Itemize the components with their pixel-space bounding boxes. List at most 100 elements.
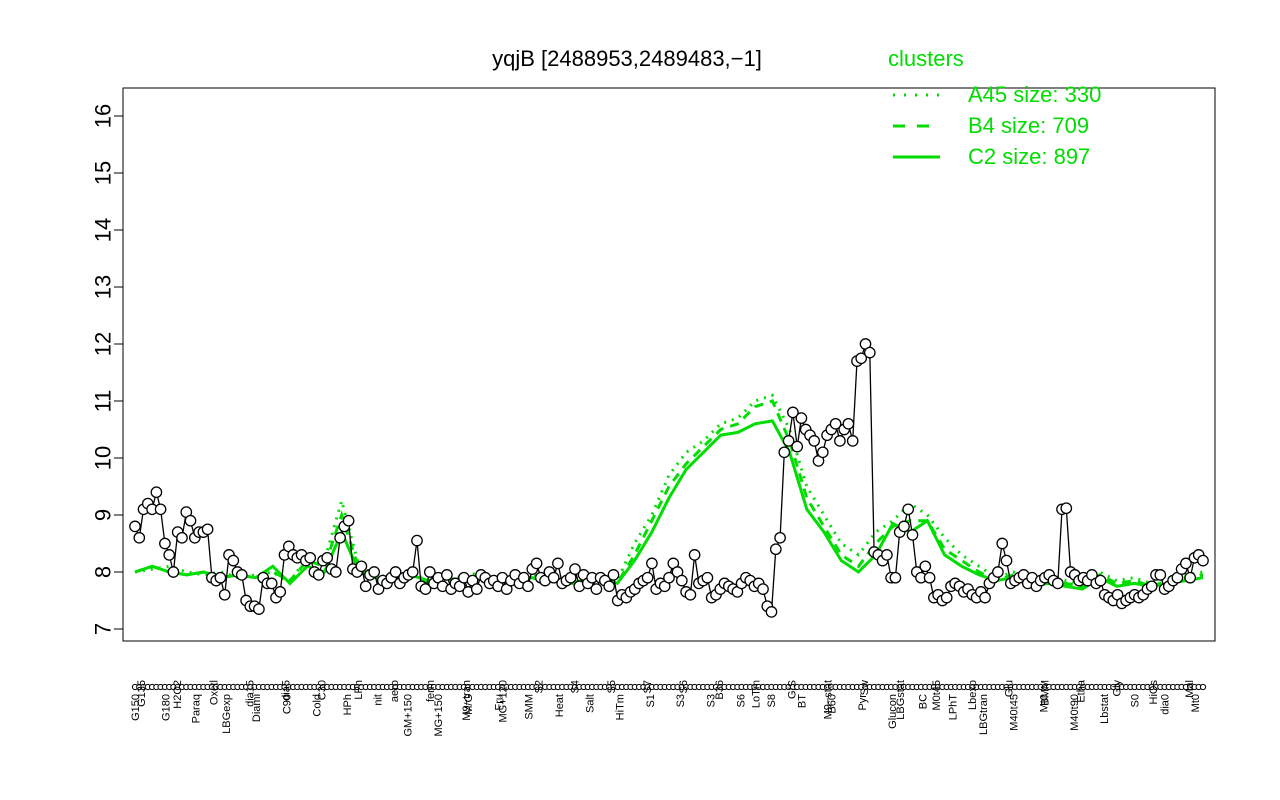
data-point <box>389 566 402 578</box>
x-label: dia5 <box>281 680 293 701</box>
x-label: S6 <box>678 680 690 693</box>
data-point <box>133 531 146 544</box>
x-label: dia15 <box>244 680 256 707</box>
x-label: SMM <box>524 694 536 720</box>
x-label: Salt <box>584 694 596 713</box>
chart-title: yqjB [2488953,2489483,−1] <box>492 46 762 71</box>
data-point <box>406 566 419 578</box>
x-label: M9−stat <box>823 680 835 719</box>
x-label: LPhT <box>948 694 960 721</box>
data-point <box>342 514 355 527</box>
data-point <box>855 352 868 365</box>
x-label: H2O2 <box>172 680 184 709</box>
data-point <box>795 412 808 424</box>
data-point <box>214 571 227 584</box>
x-marker <box>1199 683 1207 691</box>
x-label: Paraq <box>191 694 203 723</box>
y-tick-label: 15 <box>91 161 116 185</box>
x-label: Pyr <box>857 694 869 711</box>
x-label: Lbstat <box>1099 694 1111 724</box>
x-label: Diami <box>251 694 263 722</box>
data-point <box>898 520 910 533</box>
plot-border <box>122 87 1216 642</box>
x-label: Cold <box>312 694 324 717</box>
data-point <box>1060 502 1073 515</box>
x-label: Glu <box>1003 680 1015 697</box>
data-point <box>441 569 453 581</box>
data-point <box>1154 569 1167 581</box>
data-point <box>675 574 688 587</box>
data-point <box>829 417 842 430</box>
x-label: S6 <box>736 694 748 707</box>
x-label: LBGtran <box>978 694 990 735</box>
data-point <box>1145 580 1158 593</box>
data-point <box>552 557 564 570</box>
x-label: Mal <box>1184 680 1196 698</box>
x-label: M0t45 <box>931 680 943 711</box>
x-label: Sw <box>859 680 871 695</box>
x-label: LPh <box>353 680 365 700</box>
y-tick-label: 13 <box>91 275 116 299</box>
data-point <box>684 588 697 601</box>
data-point <box>787 406 799 419</box>
data-point <box>150 486 163 499</box>
data-point <box>769 543 782 556</box>
x-label: ferm <box>425 680 437 702</box>
data-point <box>368 566 381 578</box>
x-label: Mt0 <box>1039 694 1051 712</box>
data-point <box>218 588 231 601</box>
x-label: S1 <box>645 694 657 707</box>
data-point <box>334 531 346 544</box>
legend-label-a45: A45 size: 330 <box>968 82 1101 107</box>
legend-label-c2: C2 size: 897 <box>968 144 1090 169</box>
data-point <box>863 346 876 359</box>
x-label: Oxctl <box>208 680 220 705</box>
x-label: Mt0 <box>1190 694 1202 712</box>
legend-title: clusters <box>888 46 964 71</box>
x-label: M9−tran <box>461 680 473 721</box>
x-label: LBGstat <box>895 680 907 720</box>
x-label: HiOs <box>1148 680 1160 705</box>
x-label: Heat <box>554 694 566 717</box>
data-point <box>688 549 701 561</box>
x-labels: G135 H2O2 Oxctl dia15 dia5 C30 LPh aero ferm M9−t… <box>130 679 1207 737</box>
x-label: S8 <box>766 694 778 707</box>
data-point <box>641 571 654 584</box>
data-point <box>881 549 893 561</box>
x-label: Fru <box>493 694 505 711</box>
y-tick-label: 10 <box>91 446 116 470</box>
data-point <box>842 417 855 430</box>
sample-points <box>129 338 1209 618</box>
x-label: Gly <box>1112 679 1124 696</box>
data-point <box>765 606 778 618</box>
data-point <box>253 603 265 615</box>
x-label: GM+150 <box>403 694 415 737</box>
data-point <box>176 531 188 544</box>
data-point <box>646 557 658 570</box>
x-label: nit <box>372 694 384 706</box>
data-point <box>663 571 675 584</box>
x-label: G/S <box>787 680 799 699</box>
data-point <box>1184 571 1197 584</box>
x-label: S2 <box>534 680 546 693</box>
y-tick-label: 7 <box>91 623 116 635</box>
data-point <box>321 551 334 564</box>
x-label: C90 <box>281 694 293 714</box>
data-point <box>778 446 791 459</box>
data-point <box>201 523 214 536</box>
data-point <box>919 560 932 573</box>
x-label: S0 <box>1129 694 1141 707</box>
x-label: S7 <box>642 680 654 693</box>
x-label: S3 <box>675 694 687 707</box>
y-tick-label: 11 <box>91 390 116 413</box>
data-point <box>167 566 180 578</box>
data-point <box>1000 554 1013 567</box>
x-label: G180 <box>160 694 172 721</box>
data-point <box>274 586 287 598</box>
data-point <box>782 435 795 447</box>
x-label: B60 <box>827 694 839 714</box>
x-label: M40t90 <box>1069 694 1081 731</box>
data-point <box>530 557 543 570</box>
data-point <box>590 583 603 595</box>
